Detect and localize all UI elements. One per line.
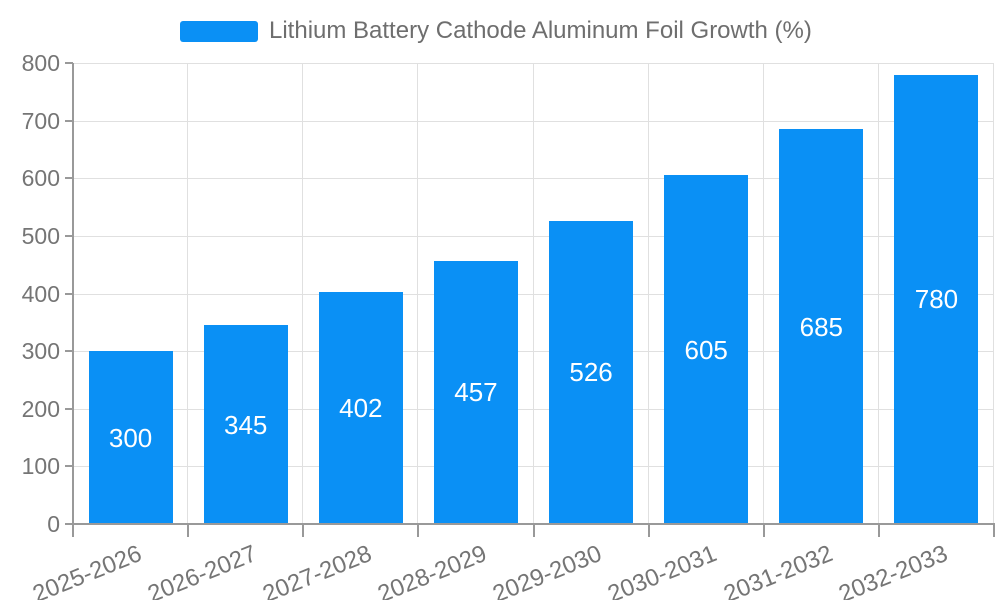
bar: 685 [779,129,864,524]
v-gridline [417,63,419,524]
x-axis-label: 2032-2033 [834,540,952,600]
x-axis-label: 2028-2029 [374,540,491,600]
x-axis-tick [877,525,880,537]
bar: 780 [894,74,979,524]
y-axis-line [72,63,74,533]
x-axis-label: 2027-2028 [259,540,376,600]
y-axis-label: 300 [21,338,60,365]
x-axis-label: 2025-2026 [28,540,146,600]
bar-value-label: 345 [223,409,268,440]
x-axis-tick [72,525,74,537]
y-axis-tick [65,292,73,295]
x-axis-tick [532,525,535,537]
v-gridline [877,63,879,524]
v-gridline [532,63,534,524]
y-axis-label: 100 [21,453,60,480]
x-axis-tick [187,525,190,537]
x-axis-tick [647,525,650,537]
y-axis-tick [65,234,73,237]
y-axis-label: 200 [21,395,60,422]
y-axis-label: 0 [47,511,60,537]
v-gridline [762,63,764,524]
bar-value-label: 300 [108,422,153,453]
y-axis-tick [65,350,73,353]
h-gridline [73,63,994,64]
bar-value-label: 605 [684,334,728,365]
h-gridline [73,293,994,295]
plot-area: 300 345 402 457 526 605 685 780 [73,63,994,524]
v-gridline [993,63,994,524]
x-axis-tick [762,525,765,537]
bar: 300 [88,351,173,524]
bar: 457 [433,260,518,524]
bar-value-label: 402 [339,393,383,424]
y-axis-tick [65,62,73,64]
h-gridline [73,408,994,410]
x-axis-label: 2030-2031 [604,540,721,600]
h-gridline [73,351,994,353]
legend-label: Lithium Battery Cathode Aluminum Foil Gr… [269,17,812,44]
y-axis-tick [65,465,73,468]
x-axis-label: 2029-2030 [489,540,606,600]
x-axis-label: 2026-2027 [143,540,261,600]
x-axis-label: 2031-2032 [719,540,837,600]
bar: 402 [318,292,403,524]
bar-value-label: 457 [454,377,498,408]
y-axis-tick [65,523,73,525]
x-axis-tick [417,525,420,537]
y-axis-tick [65,119,73,122]
h-gridline [73,235,994,237]
h-gridline [73,178,994,180]
y-axis-tick [65,177,73,180]
x-axis-tick [302,525,305,537]
x-axis-line [73,523,995,525]
legend-swatch-icon [180,20,258,42]
y-axis-label: 600 [21,165,60,192]
bar: 345 [203,325,288,524]
y-axis-label: 500 [21,222,60,249]
y-axis-label: 800 [21,50,60,76]
bar: 526 [549,220,634,524]
y-axis-tick [65,407,73,410]
legend-item[interactable]: Lithium Battery Cathode Aluminum Foil Gr… [180,17,812,45]
y-axis-label: 700 [21,107,60,134]
bar-value-label: 685 [799,311,843,342]
bar: 605 [664,175,749,524]
x-axis-tick [993,525,995,537]
y-axis-label: 400 [21,280,60,307]
v-gridline [187,63,189,524]
bar-value-label: 780 [914,284,959,315]
h-gridline [73,466,994,468]
h-gridline [73,120,994,122]
v-gridline [302,63,304,524]
bar-value-label: 526 [569,357,613,388]
v-gridline [647,63,649,524]
